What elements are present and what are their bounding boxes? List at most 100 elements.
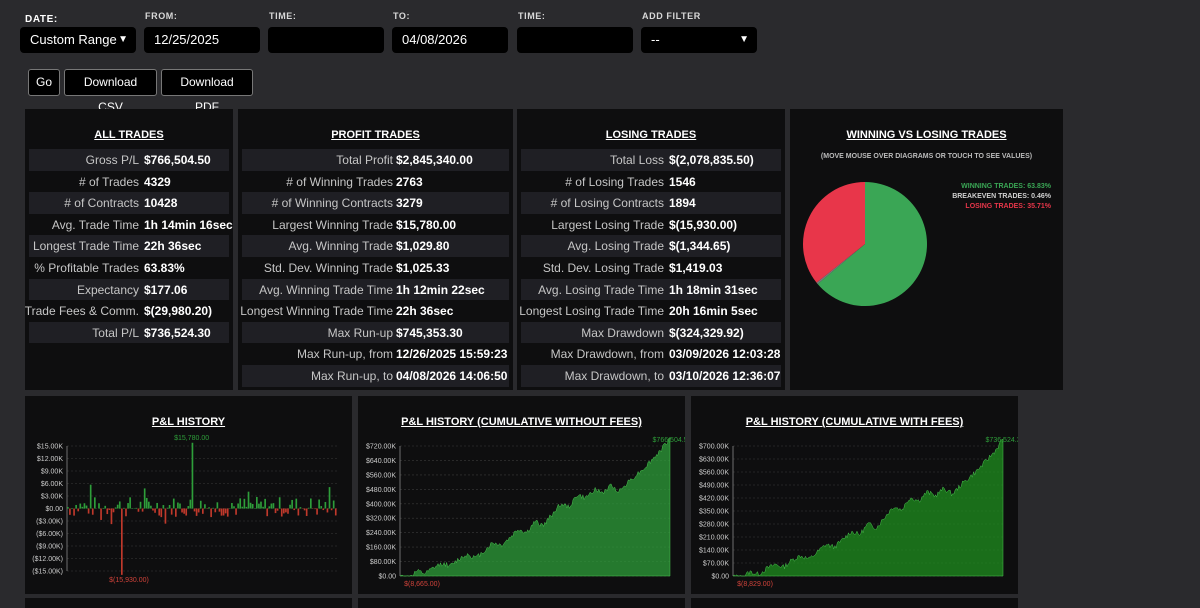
pl-bar[interactable] [293,509,295,511]
pl-bar[interactable] [179,503,181,508]
pl-bar[interactable] [142,509,144,512]
pl-bar[interactable] [331,509,333,511]
pl-bar[interactable] [260,502,262,509]
pl-bar[interactable] [75,505,77,509]
pl-bar[interactable] [117,505,119,509]
pl-bar[interactable] [138,509,140,512]
pl-bar[interactable] [90,485,92,509]
pl-bar[interactable] [219,509,221,512]
pl-bar[interactable] [171,509,173,515]
pl-bar[interactable] [140,502,142,509]
pl-bar[interactable] [233,506,235,508]
pl-bar[interactable] [144,488,146,508]
pl-bar[interactable] [79,504,81,509]
pl-bar[interactable] [163,505,165,508]
pl-bar[interactable] [136,508,138,509]
pl-bar[interactable] [106,509,108,515]
pl-bar[interactable] [252,504,254,508]
pl-bar[interactable] [187,506,189,508]
pl-bar[interactable] [190,500,192,509]
pl-bar[interactable] [325,502,327,509]
cumulative-area[interactable] [733,439,1003,576]
pl-history-chart[interactable]: $15.00K$12.00K$9.00K$6.00K$3.00K$0.00($3… [25,426,352,591]
pl-bar[interactable] [318,500,320,509]
pl-bar[interactable] [156,503,158,509]
pl-bar[interactable] [308,508,310,509]
pl-bar[interactable] [268,506,270,508]
pl-bar[interactable] [121,509,123,575]
pl-bar[interactable] [202,509,204,514]
pl-bar[interactable] [227,509,229,517]
to-time-input[interactable] [517,27,633,53]
pl-bar[interactable] [333,501,335,509]
pl-bar[interactable] [271,504,273,509]
pl-bar[interactable] [113,509,115,513]
pl-bar[interactable] [283,509,285,514]
pl-bar[interactable] [154,509,156,513]
pl-bar[interactable] [258,504,260,509]
pl-bar[interactable] [185,509,187,516]
pl-bar[interactable] [212,508,214,509]
pl-bar[interactable] [150,506,152,509]
pl-bar[interactable] [327,509,329,513]
pl-bar[interactable] [73,509,75,516]
cumulative-area[interactable] [400,438,670,576]
pl-bar[interactable] [314,509,316,510]
pl-bar[interactable] [316,509,318,515]
pl-bar[interactable] [214,509,216,513]
pl-bar[interactable] [210,509,212,518]
pl-bar[interactable] [335,509,337,516]
to-date-input[interactable]: 04/08/2026 [392,27,508,53]
pl-bar[interactable] [281,509,283,517]
pl-bar[interactable] [119,501,121,508]
pl-bar[interactable] [77,509,79,512]
pl-bar[interactable] [221,509,223,516]
pl-bar[interactable] [266,509,268,517]
pl-bar[interactable] [152,509,154,511]
pl-bar[interactable] [177,503,179,509]
pl-bar[interactable] [239,498,241,508]
pl-bar[interactable] [273,503,275,508]
pl-bar[interactable] [310,498,312,508]
pl-bar[interactable] [300,507,302,508]
pl-bar[interactable] [208,507,210,508]
pl-bar[interactable] [183,509,185,514]
pl-bar[interactable] [175,509,177,517]
pl-bar[interactable] [198,509,200,513]
pl-bar[interactable] [320,506,322,508]
pl-bar[interactable] [237,503,239,508]
pl-bar[interactable] [277,509,279,511]
go-button[interactable]: Go [28,69,60,96]
pl-bar[interactable] [322,509,324,511]
pl-bar[interactable] [167,508,169,509]
pl-bar[interactable] [100,509,102,520]
pl-bar[interactable] [262,507,264,509]
pl-bar[interactable] [217,502,219,508]
pl-bar[interactable] [231,503,233,508]
cum-without-fees-chart[interactable]: $720.00K$640.00K$560.00K$480.00K$400.00K… [358,426,685,591]
pl-bar[interactable] [235,509,237,515]
pl-bar[interactable] [127,503,129,508]
pl-bar[interactable] [169,505,171,508]
pl-bar[interactable] [165,509,167,524]
pl-bar[interactable] [123,508,125,509]
pl-bar[interactable] [92,509,94,515]
pl-bar[interactable] [82,507,84,509]
pl-bar[interactable] [223,509,225,516]
pl-bar[interactable] [84,503,86,508]
pl-bar[interactable] [88,509,90,514]
add-filter-select[interactable]: -- ▼ [641,27,757,53]
download-csv-button[interactable]: Download CSV [64,69,157,96]
pl-bar[interactable] [146,498,148,509]
pl-bar[interactable] [192,443,194,509]
pl-bar[interactable] [125,509,127,517]
pl-bar[interactable] [196,509,198,516]
pl-bar[interactable] [241,507,243,509]
pl-bar[interactable] [158,509,160,516]
pl-bar[interactable] [306,509,308,516]
pl-bar[interactable] [148,502,150,509]
pl-bar[interactable] [200,501,202,509]
pl-bar[interactable] [194,509,196,512]
pl-bar[interactable] [94,497,96,508]
pl-bar[interactable] [69,509,71,515]
